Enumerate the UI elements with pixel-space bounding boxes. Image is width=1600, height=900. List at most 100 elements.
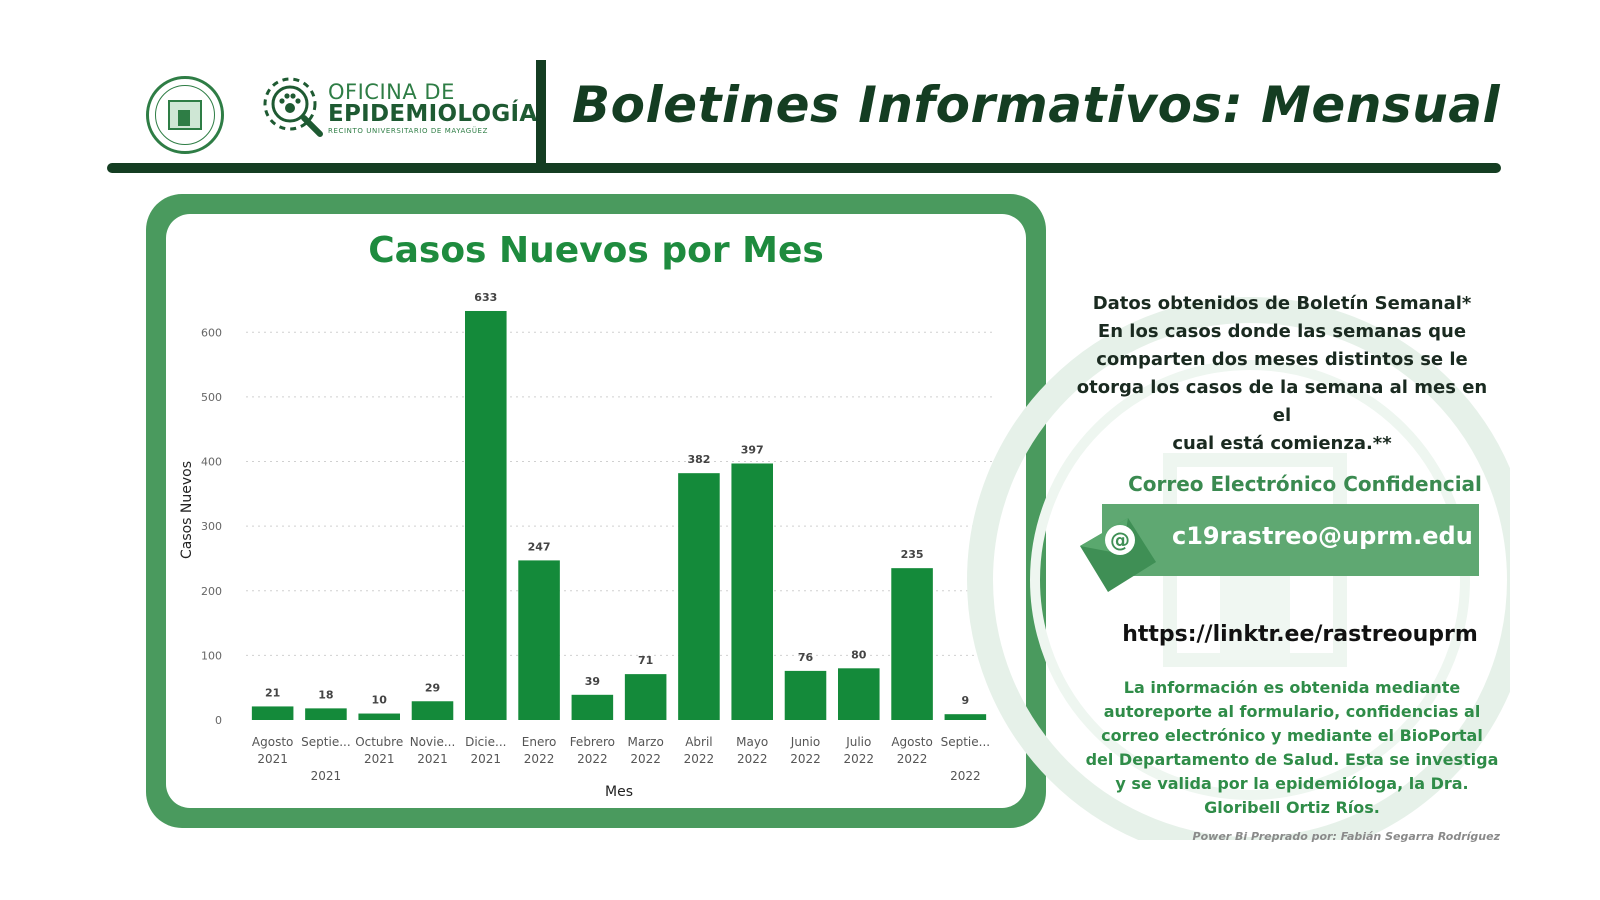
chart-card: Casos Nuevos por Mes 0 100 200 300 400 500 600… [166, 214, 1026, 808]
x-tick-label-year: 2022 [630, 752, 661, 766]
y-tick-label: 600 [201, 326, 222, 339]
x-tick-label-year: 2022 [790, 752, 821, 766]
office-line3: RECINTO UNIVERSITARIO DE MAYAGÜEZ [328, 127, 488, 135]
office-line1: OFICINA DE [328, 80, 455, 104]
x-tick-label-year: 2021 [471, 752, 502, 766]
data-label: 18 [318, 688, 333, 701]
bar [944, 714, 987, 720]
email-heading: Correo Electrónico Confidencial [1128, 472, 1482, 496]
x-tick-label: Dicie... [465, 735, 506, 749]
x-tick-label: Enero [522, 735, 557, 749]
x-axis-title: Mes [605, 784, 633, 800]
bar [251, 706, 294, 720]
seal-inner-ring [155, 85, 215, 145]
x-tick-label-year: 2022 [524, 752, 555, 766]
header-divider-horizontal [107, 163, 1501, 173]
x-tick-label-year: 2022 [737, 752, 768, 766]
email-link[interactable]: c19rastreo@uprm.edu [1172, 522, 1473, 550]
data-label: 21 [265, 686, 280, 699]
bar [678, 473, 720, 720]
x-tick-label-year: 2021 [257, 752, 288, 766]
x-tick-label: Agosto [252, 735, 293, 749]
data-source-note: Datos obtenidos de Boletín Semanal* En l… [1072, 290, 1492, 458]
x-tick-label: Julio [845, 735, 871, 749]
chart-frame: Casos Nuevos por Mes 0 100 200 300 400 500 600… [146, 194, 1046, 828]
x-tick-label: Junio [790, 735, 820, 749]
info-line: correo electrónico y mediante el BioPort… [1101, 726, 1483, 745]
epidemiology-paw-magnifier-icon [263, 77, 323, 137]
info-paragraph: La información es obtenida mediante auto… [1082, 676, 1502, 820]
bar [571, 694, 614, 720]
x-tick-label: Marzo [628, 735, 664, 749]
linktree-link[interactable]: https://linktr.ee/rastreouprm [1122, 622, 1478, 647]
y-tick-label: 400 [201, 456, 222, 469]
bar-chart: 0 100 200 300 400 500 600 21 Agosto 2021 18 Septie.… [179, 291, 992, 800]
info-line: autoreporte al formulario, confidencias … [1103, 702, 1481, 721]
y-tick-label: 300 [201, 520, 222, 533]
data-label: 247 [528, 540, 551, 553]
x-tick-label-year: 2022 [684, 752, 715, 766]
data-label: 633 [474, 291, 497, 304]
note-line: otorga los casos de la semana al mes en … [1076, 377, 1488, 426]
bar [518, 560, 560, 720]
bar [731, 463, 773, 720]
data-label: 10 [372, 694, 388, 707]
bar [465, 310, 507, 720]
info-line: Gloribell Ortiz Ríos. [1204, 798, 1380, 817]
header-divider-vertical [536, 60, 546, 170]
office-name: OFICINA DE EPIDEMIOLOGÍA RECINTO UNIVERS… [328, 80, 538, 136]
x-tick-label: Agosto [891, 735, 932, 749]
x-tick-label: Septie... [941, 735, 990, 749]
x-tick-label-year: 2021 [417, 752, 448, 766]
y-tick-label: 100 [201, 649, 222, 662]
email-box[interactable]: c19rastreo@uprm.edu [1102, 504, 1479, 576]
note-line: En los casos donde las semanas que [1097, 321, 1467, 342]
x-tick-label-year: 2021 [311, 769, 342, 783]
credit-text: Power Bi Preprado por: Fabián Segarra Ro… [1192, 830, 1500, 843]
page-title: Boletines Informativos: Mensual [572, 76, 1501, 134]
email-envelope-icon: @ [1080, 518, 1156, 592]
x-tick-label-year: 2022 [577, 752, 608, 766]
bar [784, 670, 827, 720]
bar [305, 708, 347, 720]
x-tick-label-year: 2021 [364, 752, 395, 766]
data-label: 29 [425, 681, 440, 694]
data-label: 71 [638, 654, 653, 667]
bar [624, 674, 667, 720]
bar [411, 701, 454, 720]
data-label: 80 [851, 648, 867, 661]
x-tick-label: Octubre [355, 735, 403, 749]
seal-building-icon [168, 100, 202, 130]
x-tick-label-year: 2022 [844, 752, 875, 766]
x-tick-label: Febrero [570, 735, 615, 749]
data-label: 382 [687, 453, 710, 466]
x-tick-label: Novie... [410, 735, 456, 749]
data-label: 39 [585, 675, 600, 688]
x-tick-label: Septie... [301, 735, 350, 749]
info-line: y se valida por la epidemióloga, la Dra. [1115, 774, 1469, 793]
note-line: comparten dos meses distintos se le [1096, 349, 1468, 370]
info-line: La información es obtenida mediante [1123, 678, 1461, 697]
office-line2: EPIDEMIOLOGÍA [328, 101, 538, 127]
y-tick-label: 0 [215, 714, 222, 727]
data-label: 9 [962, 694, 970, 707]
chart-title: Casos Nuevos por Mes [368, 230, 824, 271]
x-tick-label-year: 2022 [897, 752, 928, 766]
university-seal-logo [146, 76, 224, 154]
y-axis-title: Casos Nuevos [179, 461, 195, 559]
y-tick-label: 500 [201, 391, 222, 404]
data-label: 397 [741, 443, 764, 456]
x-tick-label: Mayo [736, 735, 768, 749]
bar [358, 713, 400, 720]
bar [891, 568, 933, 720]
data-label: 235 [901, 548, 924, 561]
data-label: 76 [798, 651, 814, 664]
y-tick-label: 200 [201, 585, 222, 598]
note-line: Datos obtenidos de Boletín Semanal* [1092, 293, 1472, 314]
x-tick-label: Abril [685, 735, 712, 749]
info-line: del Departamento de Salud. Esta se inves… [1085, 750, 1499, 769]
x-tick-label-year: 2022 [950, 769, 981, 783]
note-line: cual está comienza.** [1172, 433, 1392, 454]
bar [838, 668, 880, 720]
svg-text:@: @ [1110, 528, 1130, 552]
